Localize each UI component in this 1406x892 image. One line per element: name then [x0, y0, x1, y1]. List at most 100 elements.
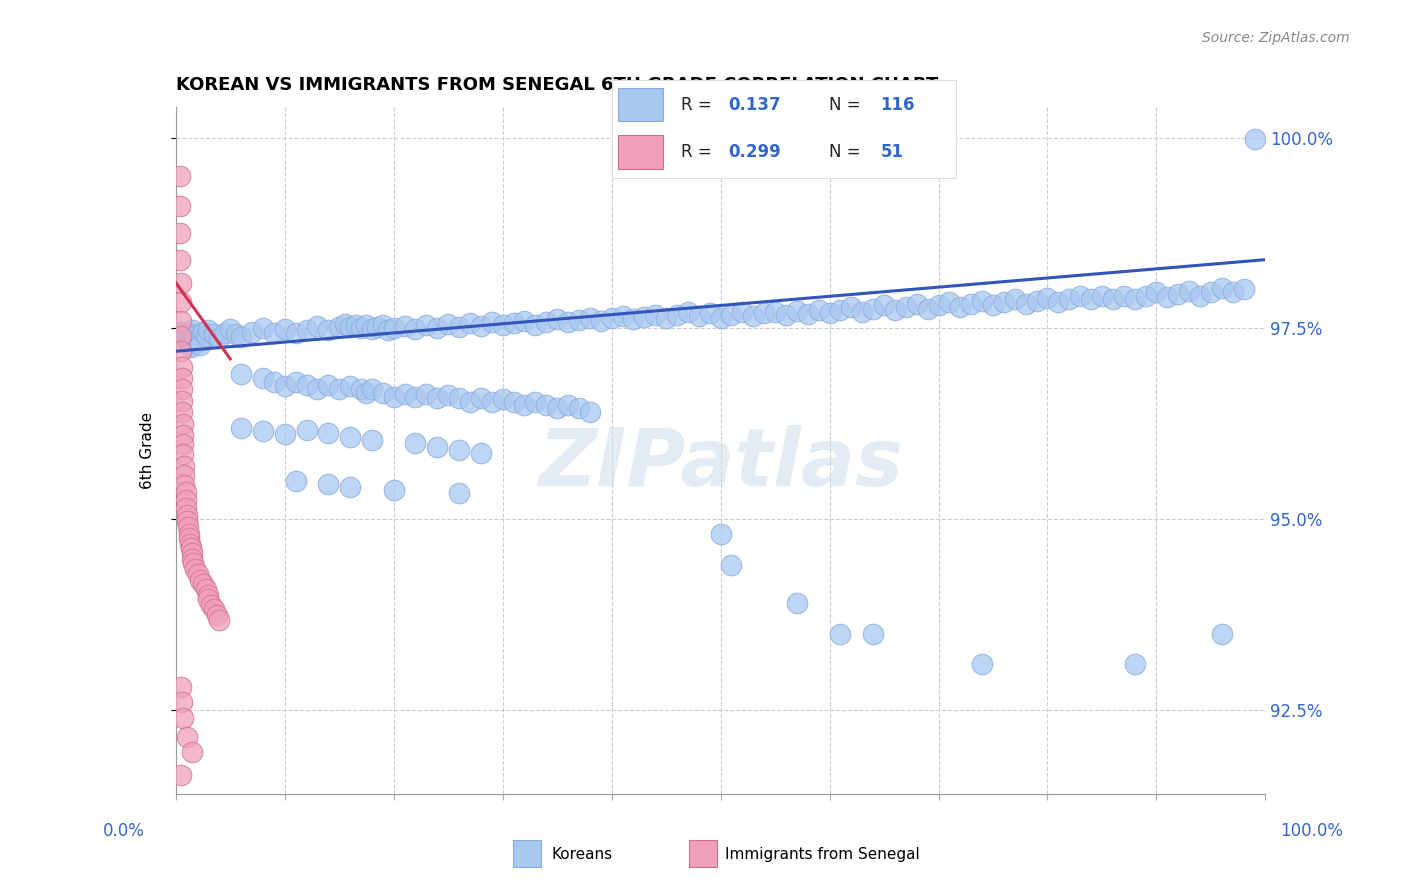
Point [1232, 282, 1256, 296]
Point [458, 316, 481, 330]
Point [174, 500, 197, 515]
Point [360, 322, 382, 336]
Text: R =: R = [681, 143, 717, 161]
Point [318, 377, 340, 392]
Point [173, 329, 195, 343]
Point [188, 573, 211, 587]
Point [970, 657, 993, 672]
Point [579, 405, 602, 419]
Point [938, 295, 960, 310]
Point [1004, 293, 1026, 307]
Point [1211, 281, 1233, 295]
Point [195, 329, 218, 343]
Point [763, 304, 786, 318]
Point [225, 326, 247, 341]
Point [621, 312, 644, 326]
Point [546, 401, 568, 416]
Point [252, 371, 274, 385]
Point [176, 508, 198, 523]
Point [172, 428, 194, 442]
Point [502, 316, 524, 330]
Point [731, 305, 754, 319]
Point [231, 420, 253, 434]
Point [205, 607, 228, 622]
Point [339, 480, 361, 494]
Point [775, 308, 797, 322]
Point [172, 695, 194, 709]
Point [1199, 285, 1222, 299]
Bar [619, 88, 664, 121]
Point [295, 423, 318, 437]
Point [170, 276, 193, 290]
Point [295, 377, 318, 392]
Point [177, 527, 200, 541]
Point [884, 303, 907, 318]
Point [1123, 657, 1146, 672]
Point [807, 303, 830, 318]
Point [181, 323, 204, 337]
Text: Source: ZipAtlas.com: Source: ZipAtlas.com [1202, 31, 1350, 45]
Point [177, 336, 200, 351]
Point [534, 315, 557, 329]
Point [481, 315, 503, 329]
Point [179, 536, 201, 550]
Point [360, 383, 382, 397]
Point [169, 169, 191, 183]
Point [1091, 289, 1114, 303]
Point [524, 318, 547, 332]
Point [981, 298, 1004, 312]
Point [633, 310, 655, 324]
Point [666, 308, 689, 322]
Point [382, 483, 405, 497]
Point [754, 306, 776, 320]
Point [170, 294, 193, 309]
Point [263, 326, 285, 340]
Point [481, 394, 503, 409]
Point [394, 387, 416, 401]
Point [426, 321, 449, 335]
Point [949, 300, 972, 314]
Point [568, 401, 591, 416]
Point [191, 577, 214, 591]
Point [786, 596, 808, 610]
Point [612, 309, 634, 323]
Point [928, 298, 950, 312]
Point [184, 562, 207, 576]
Point [172, 371, 194, 385]
Point [177, 520, 200, 534]
Point [993, 295, 1015, 310]
Point [184, 333, 207, 347]
Text: N =: N = [828, 143, 866, 161]
Point [318, 425, 340, 440]
Point [415, 318, 437, 333]
Point [172, 359, 194, 374]
Point [274, 322, 297, 336]
Point [1112, 288, 1135, 302]
Point [415, 387, 437, 401]
Point [344, 318, 367, 332]
Point [179, 338, 201, 352]
Point [873, 298, 896, 312]
Point [169, 199, 191, 213]
Point [176, 730, 198, 744]
Point [1047, 295, 1070, 310]
Text: N =: N = [828, 95, 866, 114]
Point [360, 433, 382, 447]
Point [197, 323, 219, 337]
Point [676, 305, 699, 319]
Point [174, 493, 197, 508]
Point [1211, 626, 1233, 640]
Text: Immigrants from Senegal: Immigrants from Senegal [725, 847, 921, 862]
Point [170, 680, 193, 694]
Point [437, 317, 460, 331]
Point [447, 319, 470, 334]
Point [699, 306, 721, 320]
Point [170, 329, 193, 343]
Point [274, 378, 297, 392]
Point [546, 312, 568, 326]
Point [1156, 290, 1178, 304]
Point [579, 310, 602, 325]
Point [295, 323, 318, 337]
Point [1036, 291, 1059, 305]
Point [786, 303, 808, 318]
